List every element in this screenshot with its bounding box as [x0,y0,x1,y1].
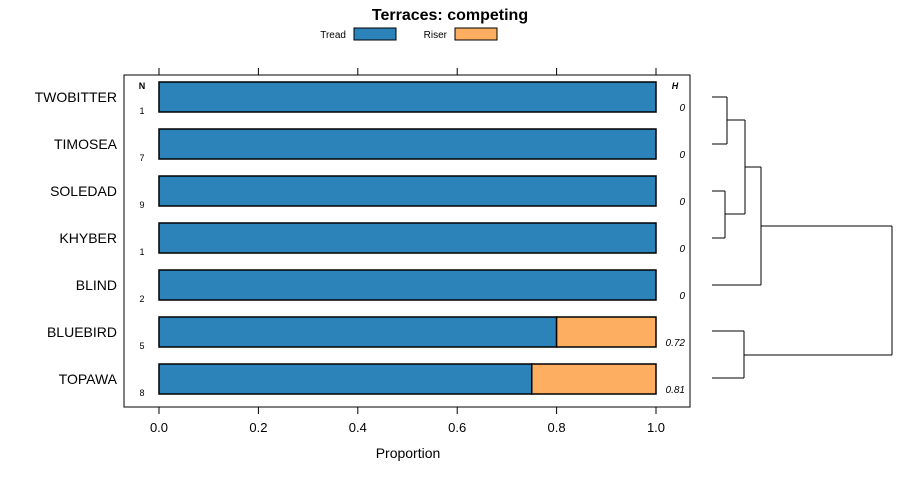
h-value: 0 [679,291,685,302]
n-value: 2 [139,294,144,304]
y-tick-label: BLIND [76,277,117,293]
y-tick-label: TWOBITTER [35,89,117,105]
legend-label-riser: Riser [424,30,448,41]
dendrogram [712,96,893,379]
annotations: 1 0 7 0 9 0 1 0 2 0 5 0.72 8 0.81 [139,103,685,398]
x-tick-label: 0.8 [548,420,566,435]
y-tick-label: SOLEDAD [50,183,117,199]
x-axis-label: Proportion [376,445,441,461]
n-value: 5 [139,341,144,351]
bar-timosea-tread [158,128,657,160]
plot-frame [123,74,691,408]
bar-topawa-tread [158,363,533,395]
bar-twobitter-tread [158,81,657,113]
h-header: H [672,81,679,91]
bar-bluebird-tread [158,316,558,348]
legend-swatch-tread [353,27,397,41]
n-value: 1 [139,247,144,257]
h-value: 0 [679,103,685,114]
y-axis: TWOBITTER TIMOSEA SOLEDAD KHYBER BLIND BLUEBI… [35,89,118,387]
chart-title: Terraces: competing [372,7,528,24]
x-tick-label: 0.4 [349,420,367,435]
h-value: 0 [679,244,685,255]
bar-soledad-tread [158,175,657,207]
x-axis: 0.0 0.2 0.4 0.6 0.8 1.0 [150,68,665,435]
n-value: 1 [139,106,144,116]
x-tick-label: 0.6 [448,420,466,435]
h-value: 0 [679,150,685,161]
x-tick-label: 0.0 [150,420,168,435]
h-value: 0.72 [666,338,686,349]
bars [158,81,657,395]
x-tick-label: 1.0 [647,420,665,435]
legend-swatch-riser [454,27,498,41]
bar-blind-tread [158,269,657,301]
legend: Tread Riser [320,27,498,41]
n-header: N [139,81,146,91]
x-tick-label: 0.2 [249,420,267,435]
bar-khyber-tread [158,222,657,254]
bar-bluebird-riser [555,316,657,348]
n-value: 7 [139,153,144,163]
y-tick-label: TIMOSEA [54,136,118,152]
h-value: 0.81 [666,385,685,396]
y-tick-label: BLUEBIRD [47,324,117,340]
legend-label-tread: Tread [320,30,346,41]
n-value: 9 [139,200,144,210]
n-value: 8 [139,388,144,398]
h-value: 0 [679,197,685,208]
y-tick-label: KHYBER [59,230,117,246]
y-tick-label: TOPAWA [59,371,118,387]
bar-topawa-riser [531,363,657,395]
